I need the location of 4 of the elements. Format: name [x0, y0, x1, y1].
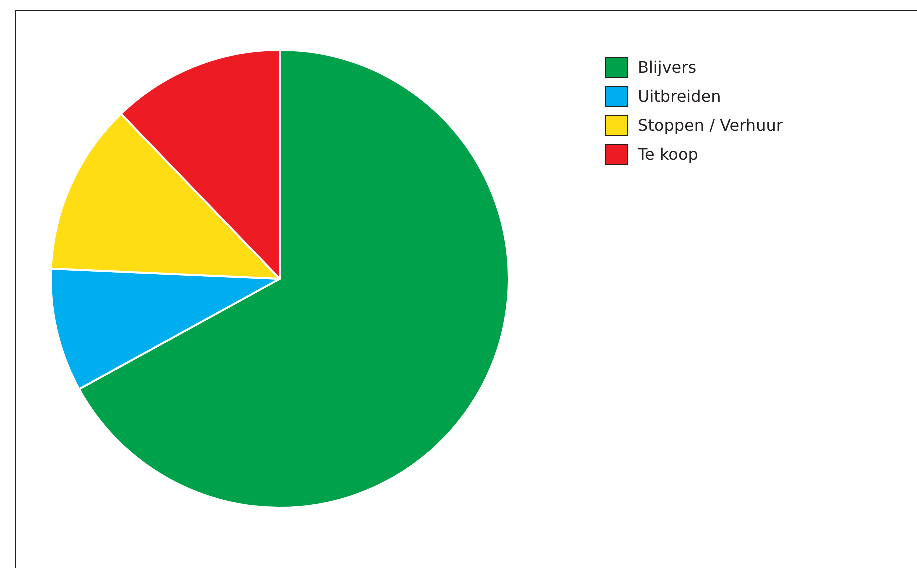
legend-label: Uitbreiden — [638, 87, 722, 106]
legend-label: Te koop — [637, 145, 698, 164]
legend-label: Stoppen / Verhuur — [638, 116, 784, 135]
legend-label: Blijvers — [638, 58, 697, 77]
